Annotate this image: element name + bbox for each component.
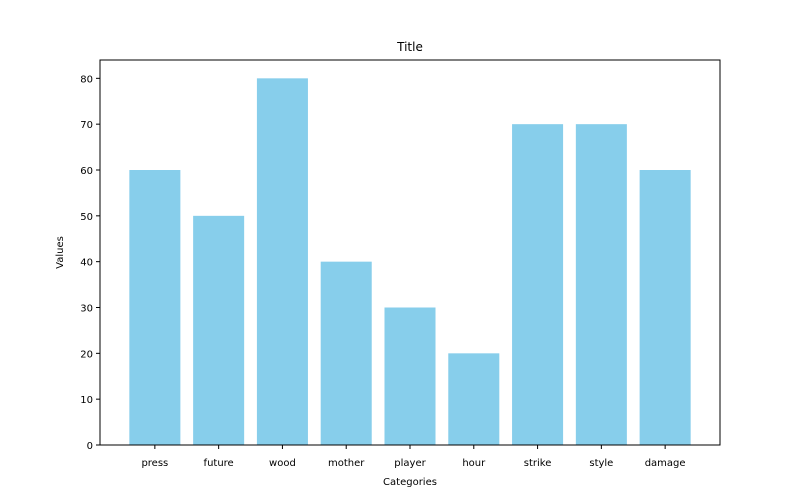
chart-title: Title (396, 40, 423, 54)
bar-wood (256, 78, 308, 445)
bar-player (384, 307, 436, 445)
y-tick-label: 70 (80, 120, 93, 131)
x-tick-label: hour (462, 458, 486, 469)
y-tick-label: 10 (80, 395, 93, 406)
bar-press (129, 170, 181, 445)
bar-style (575, 124, 627, 446)
bars-group (129, 78, 691, 446)
y-tick-label: 30 (80, 304, 93, 315)
x-tick-label: press (141, 458, 168, 469)
y-tick-label: 80 (80, 74, 93, 85)
x-tick-label: mother (328, 458, 365, 469)
x-tick-label: damage (645, 458, 686, 469)
bar-damage (639, 170, 691, 445)
x-tick-label: wood (269, 458, 296, 469)
x-tick-label: player (394, 458, 426, 469)
y-axis: 0 10 20 30 40 50 60 70 80 (80, 74, 100, 452)
y-axis-label: Values (55, 236, 66, 269)
y-tick-label: 60 (80, 166, 93, 177)
x-axis-label: Categories (383, 477, 437, 488)
y-tick-label: 20 (80, 349, 93, 360)
x-tick-label: future (204, 458, 234, 469)
y-tick-label: 40 (80, 258, 93, 269)
bar-mother (320, 261, 372, 445)
bar-future (193, 215, 245, 445)
y-tick-label: 0 (87, 441, 93, 452)
y-tick-label: 50 (80, 212, 93, 223)
x-tick-label: style (589, 458, 613, 469)
bar-strike (512, 124, 564, 446)
x-axis: press future wood mother player hour strike sty… (141, 445, 686, 469)
bar-hour (448, 353, 500, 445)
plot-frame (99, 59, 721, 446)
x-tick-label: strike (524, 458, 552, 469)
